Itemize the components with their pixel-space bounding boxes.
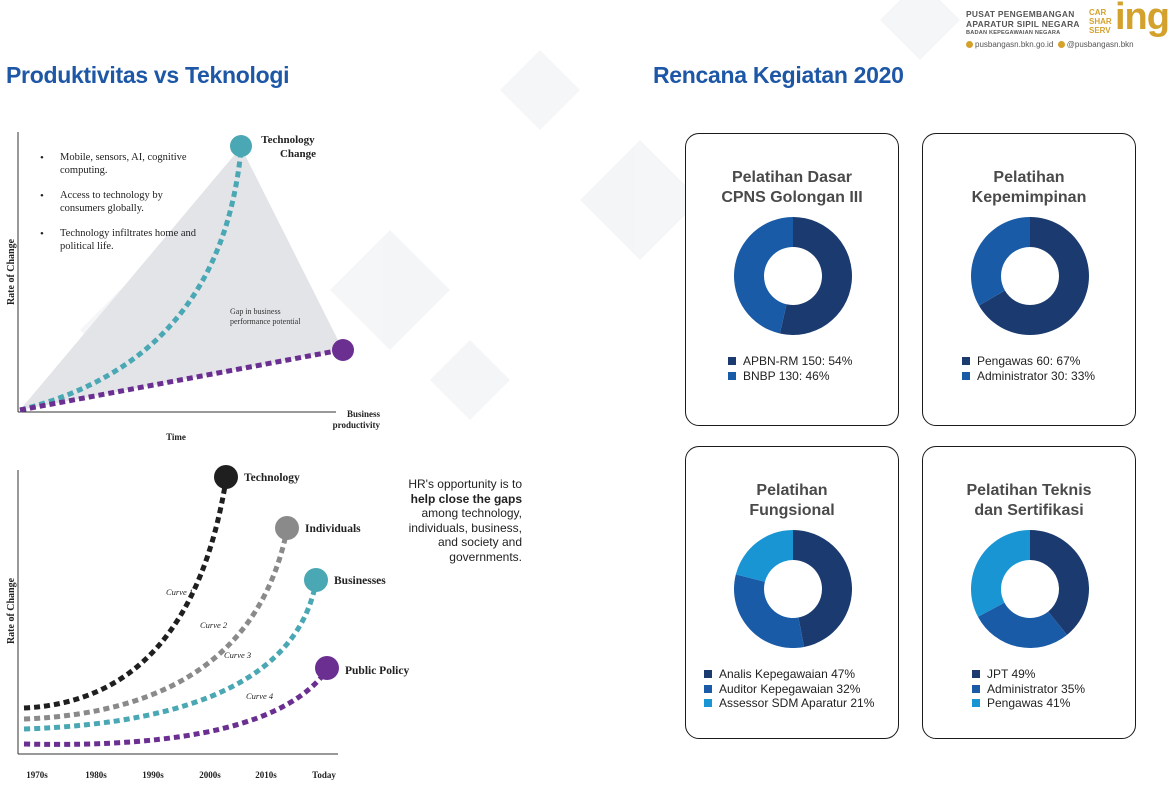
- technology-change-label: Technology: [261, 134, 315, 146]
- legend-swatch: [704, 699, 712, 708]
- legend-swatch: [704, 684, 712, 693]
- donut-chart: [971, 217, 1089, 335]
- bullet-item: Mobile, sensors, AI, cognitive computing…: [40, 152, 210, 177]
- businesses-marker: [304, 568, 328, 592]
- x-tick-2000s: 2000s: [199, 770, 221, 780]
- rate-of-change-curves-chart: Technology Individuals Businesses Public…: [6, 465, 409, 780]
- technology-change-label-2: Change: [280, 148, 316, 160]
- legend-item: Auditor Kepegawaian 32%: [704, 682, 874, 697]
- curve-public-policy: [23, 668, 330, 747]
- donut-slice: [779, 217, 852, 335]
- legend-item: BNBP 130: 46%: [728, 369, 852, 384]
- chart1-x-label: Time: [166, 432, 186, 442]
- legend-item: Administrator 35%: [972, 682, 1085, 697]
- public-policy-marker: [315, 656, 339, 680]
- curve-technology: [23, 479, 229, 711]
- series-label-individuals: Individuals: [305, 523, 361, 535]
- gap-label: Gap in business: [230, 307, 281, 316]
- donut-slice: [793, 530, 852, 647]
- technology-marker: [214, 465, 238, 489]
- card-pelatihan-teknis: Pelatihan Teknis dan Sertifikasi JPT 49% …: [922, 446, 1136, 739]
- curve-label-2: Curve 2: [200, 620, 228, 630]
- donut-chart: [971, 530, 1089, 648]
- logo-social: pusbangasn.bkn.go.id @pusbangasn.bkn: [966, 40, 1134, 49]
- business-productivity-label: Business: [347, 409, 381, 419]
- globe-icon: [966, 41, 973, 48]
- card-pelatihan-kepemimpinan: Pelatihan Kepemimpinan Pengawas 60: 67% A…: [922, 133, 1136, 426]
- curve-label-3: Curve 3: [224, 650, 251, 660]
- series-label-technology: Technology: [244, 472, 300, 484]
- legend-item: Pengawas 60: 67%: [962, 354, 1095, 369]
- series-label-businesses: Businesses: [334, 575, 386, 587]
- x-tick-1980s: 1980s: [85, 770, 107, 780]
- card-title: Pelatihan Teknis dan Sertifikasi: [966, 482, 1092, 519]
- technology-bullets: Mobile, sensors, AI, cognitive computing…: [40, 152, 210, 266]
- productivity-technology-diagrams: Technology Change Gap in business perfor…: [6, 132, 409, 780]
- chart1-y-label: Rate of Change: [6, 238, 17, 305]
- curve-label-4: Curve 4: [246, 691, 274, 701]
- donut-slice: [1030, 530, 1089, 635]
- donut-slice: [734, 574, 805, 648]
- donut-slice: [971, 217, 1030, 306]
- card-pelatihan-dasar: Pelatihan Dasar CPNS Golongan III APBN-RM…: [685, 133, 899, 426]
- organization-logo: PUSAT PENGEMBANGAN APARATUR SIPIL NEGARA …: [963, 0, 1173, 49]
- legend-swatch: [728, 357, 736, 366]
- legend-item: Analis Kepegawaian 47%: [704, 667, 874, 682]
- x-tick-1970s: 1970s: [26, 770, 48, 780]
- logo-ing-mark: ing: [1115, 0, 1170, 38]
- logo-line3: BADAN KEPEGAWAIAN NEGARA: [966, 30, 1061, 36]
- chart2-y-label: Rate of Change: [6, 577, 17, 644]
- chart-legend: Analis Kepegawaian 47% Auditor Kepegawai…: [704, 667, 874, 711]
- legend-swatch: [972, 670, 980, 679]
- individuals-marker: [275, 516, 299, 540]
- left-section-title: Produktivitas vs Teknologi: [6, 62, 290, 88]
- x-tick-today: Today: [312, 770, 336, 780]
- legend-swatch: [962, 371, 970, 380]
- x-tick-1990s: 1990s: [142, 770, 164, 780]
- bullet-item: Technology infiltrates home and politica…: [40, 228, 210, 253]
- card-title: Pelatihan Dasar CPNS Golongan III: [721, 169, 863, 206]
- card-title: Pelatihan Kepemimpinan: [971, 169, 1087, 206]
- donut-slice: [978, 217, 1089, 335]
- series-label-public-policy: Public Policy: [345, 665, 409, 677]
- curve-businesses: [23, 581, 319, 732]
- chart-legend: APBN-RM 150: 54% BNBP 130: 46%: [728, 354, 852, 383]
- business-productivity-label-2: productivity: [333, 420, 381, 430]
- logo-care-text: CAR SHAR SERV: [1089, 8, 1112, 36]
- legend-item: JPT 49%: [972, 667, 1085, 682]
- logo-line1: PUSAT PENGEMBANGAN APARATUR SIPIL NEGARA: [966, 9, 1080, 29]
- right-section-title: Rencana Kegiatan 2020: [653, 62, 904, 88]
- technology-change-curve: [19, 149, 244, 413]
- legend-item: Administrator 30: 33%: [962, 369, 1095, 384]
- donut-slice: [977, 602, 1068, 648]
- legend-swatch: [972, 684, 980, 693]
- instagram-icon: [1057, 41, 1065, 48]
- legend-swatch: [962, 357, 970, 366]
- legend-swatch: [972, 699, 980, 708]
- technology-change-marker: [230, 135, 252, 157]
- card-pelatihan-fungsional: Pelatihan Fungsional Analis Kepegawaian 4…: [685, 446, 899, 739]
- business-productivity-marker: [332, 339, 354, 361]
- donut-slice: [735, 530, 793, 582]
- legend-item: APBN-RM 150: 54%: [728, 354, 852, 369]
- chart-legend: Pengawas 60: 67% Administrator 30: 33%: [962, 354, 1095, 383]
- business-productivity-curve: [19, 347, 342, 413]
- gap-area: [20, 147, 343, 410]
- gap-label-2: performance potential: [230, 317, 301, 326]
- bullet-item: Access to technology by consumers global…: [40, 190, 210, 215]
- curve-label-1: Curve 1: [166, 587, 193, 597]
- donut-chart: [734, 530, 852, 648]
- chart-legend: JPT 49% Administrator 35% Pengawas 41%: [972, 667, 1085, 711]
- hr-opportunity-note: HR's opportunity is to help close the ga…: [408, 477, 522, 564]
- technology-vs-productivity-chart: Technology Change Gap in business perfor…: [6, 132, 380, 442]
- legend-item: Pengawas 41%: [972, 696, 1085, 711]
- legend-swatch: [728, 371, 736, 380]
- legend-swatch: [704, 670, 712, 679]
- legend-item: Assessor SDM Aparatur 21%: [704, 696, 874, 711]
- x-tick-2010s: 2010s: [255, 770, 277, 780]
- donut-chart: [734, 217, 852, 335]
- donut-slice: [971, 530, 1030, 617]
- card-title: Pelatihan Fungsional: [749, 482, 835, 519]
- donut-slice: [734, 217, 793, 334]
